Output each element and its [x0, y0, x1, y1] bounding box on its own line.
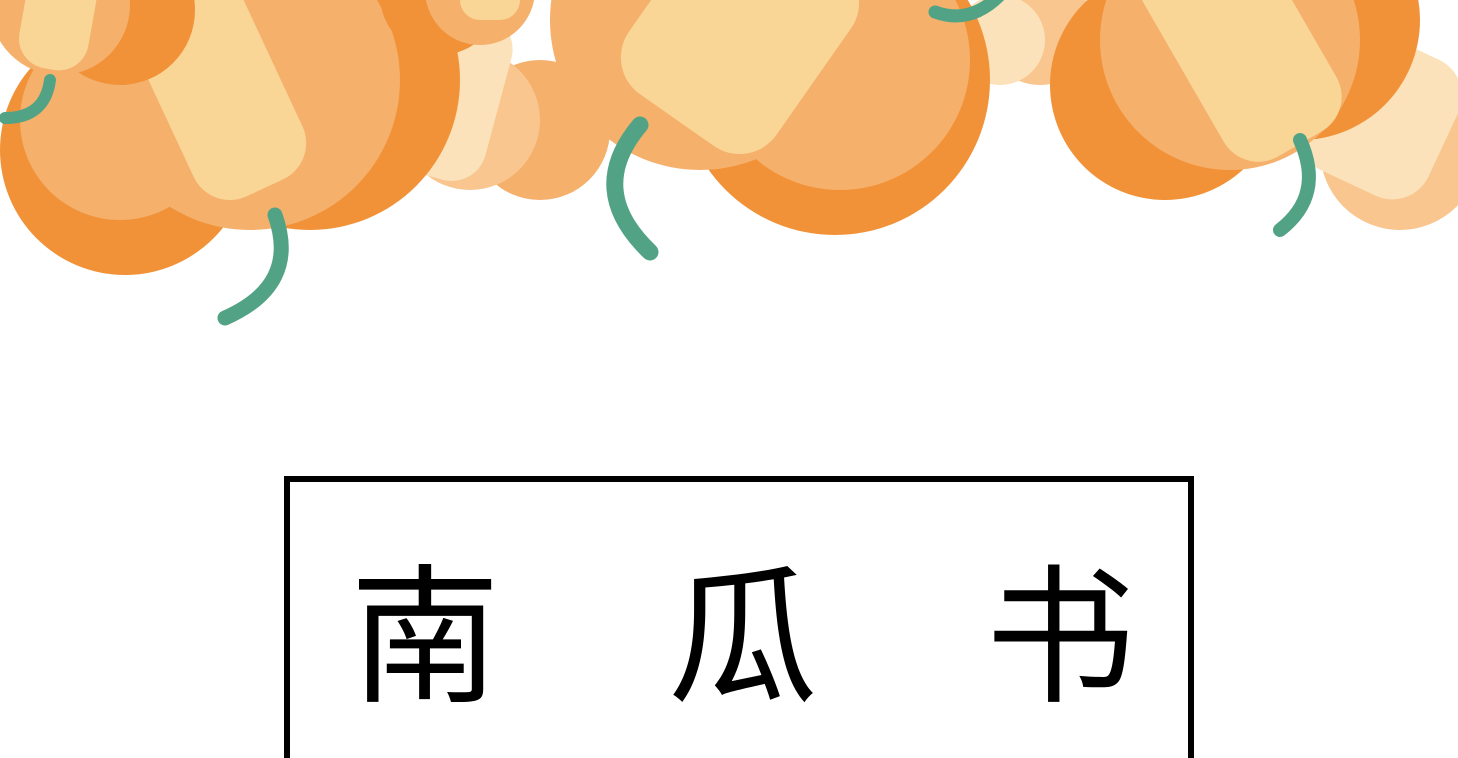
- pumpkin-banner: [0, 0, 1458, 340]
- book-title: 南 瓜 书: [350, 552, 1196, 726]
- pumpkin-icon: [380, 0, 535, 55]
- title-frame: 南 瓜 书: [284, 476, 1194, 758]
- pumpkin-icon: [0, 0, 460, 326]
- pumpkin-icon: [1050, 0, 1420, 237]
- pumpkin-icon: [0, 0, 195, 124]
- pumpkin-icon: [550, 0, 1005, 261]
